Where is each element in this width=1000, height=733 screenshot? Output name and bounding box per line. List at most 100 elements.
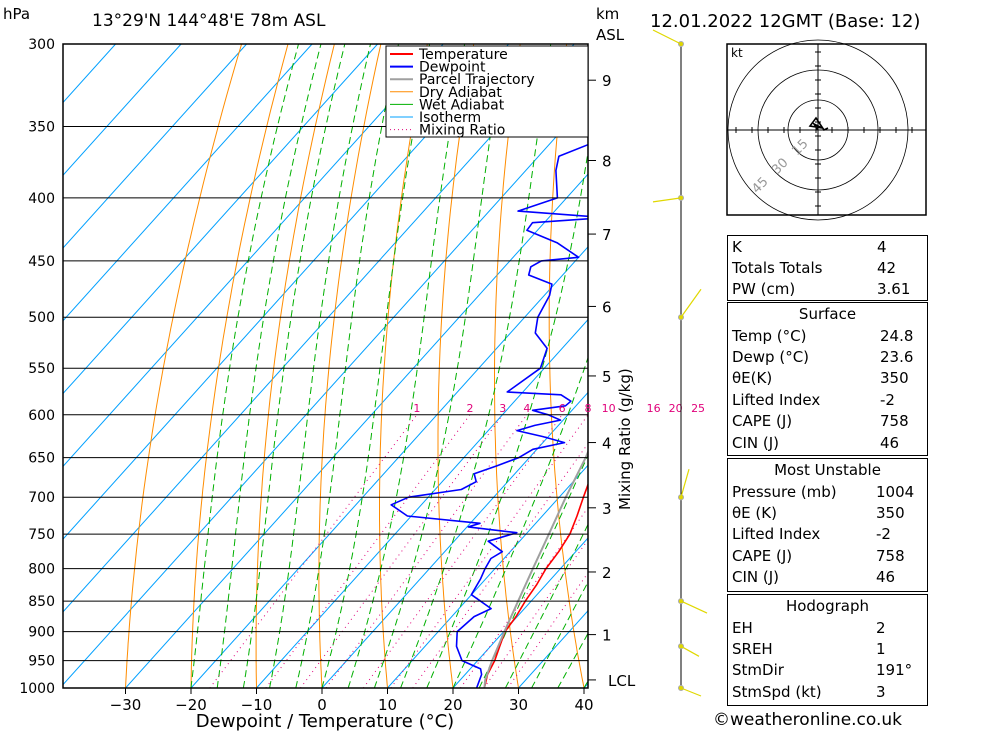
mixing-ratio-line [209, 414, 418, 688]
pressure-tick-label: 850 [28, 594, 55, 610]
km-tick-label: 9 [602, 72, 612, 90]
isotherm-line [63, 44, 509, 540]
hodo-label: EH [732, 618, 753, 637]
wind-barb [680, 600, 708, 614]
pressure-tick-label: 600 [28, 408, 55, 424]
isotherm-line [63, 44, 182, 176]
isotherm-line [63, 44, 575, 613]
isotherm-line [190, 246, 588, 688]
surface-title: Surface [798, 305, 857, 323]
x-tick-label: 20 [443, 696, 462, 714]
mixing-ratio-line [390, 414, 588, 688]
x-tick-label: −10 [241, 696, 273, 714]
km-tick-label: 7 [602, 226, 612, 244]
x-axis-title: Dewpoint / Temperature (°C) [196, 711, 454, 732]
wet-adiabat-line [478, 453, 588, 688]
hodograph-info-table: EH 2 SREH 1 StmDir 191° StmSpd (kt) 3 [728, 617, 927, 703]
km-tick-label: 6 [602, 298, 612, 316]
wind-barb-column [652, 29, 708, 697]
mu-value: -2 [876, 525, 891, 544]
mixing-ratio-label: 2 [466, 402, 473, 415]
dry-adiabat-line [125, 44, 243, 688]
surface-table: Temp (°C) 24.8 Dewp (°C) 23.6 θE(K) 350 Lif… [728, 325, 927, 453]
pressure-tick-label: 700 [28, 490, 55, 506]
most-unstable-table: Pressure (mb) 1004 θE (K) 350 Lifted Index… [728, 481, 927, 588]
pressure-tick-label: 350 [28, 119, 55, 135]
pressure-tick-label: 650 [28, 451, 55, 467]
surface-label: θE(K) [732, 369, 773, 388]
pressure-tick-label: 450 [28, 254, 55, 270]
x-tick-label: 10 [378, 696, 397, 714]
isotherm-line [321, 391, 588, 688]
hodograph-unit: kt [731, 46, 743, 60]
wet-adiabat-line [347, 44, 466, 688]
wind-barb [680, 469, 690, 498]
km-tick-label: 2 [602, 564, 612, 582]
hodo-label: StmDir [732, 661, 784, 680]
isotherm-line [63, 100, 588, 686]
km-tick-label: LCL [608, 672, 636, 690]
pressure-tick-label: 950 [28, 654, 55, 670]
hodograph-info-title: Hodograph [785, 597, 870, 615]
mixing-ratio-label: 25 [691, 402, 705, 415]
mixing-ratio-label: 6 [559, 402, 566, 415]
surface-label: CIN (J) [732, 433, 780, 452]
wind-barb [680, 687, 702, 697]
mixing-ratio-line [362, 414, 563, 688]
mixing-ratio-line [265, 414, 471, 688]
mixing-ratio-label: 20 [669, 402, 683, 415]
pressure-tick-label: 300 [28, 37, 55, 53]
wind-barb [652, 29, 682, 45]
asl-unit-label: ASL [596, 26, 625, 44]
mu-label: θE (K) [732, 504, 777, 523]
km-tick-label: 1 [602, 627, 612, 645]
legend-label: Dewpoint [419, 60, 486, 76]
hodo-label: SREH [732, 640, 773, 659]
pressure-tick-label: 1000 [19, 681, 55, 697]
legend-label: Dry Adiabat [419, 85, 502, 101]
index-row: PW (cm) 3.61 [728, 279, 928, 301]
wind-barb [680, 645, 700, 657]
mixing-ratio-label: 1 [413, 402, 420, 415]
pressure-tick-label: 800 [28, 562, 55, 578]
isotherm-line [256, 318, 588, 688]
isotherm-line [63, 44, 444, 468]
index-value: 42 [877, 259, 897, 278]
pressure-unit-label: hPa [3, 5, 31, 23]
pressure-tick-label: 500 [28, 310, 55, 326]
credit-link[interactable]: ©weatheronline.co.uk [713, 710, 903, 730]
legend-label: Parcel Trajectory [419, 72, 535, 88]
pressure-tick-label: 750 [28, 527, 55, 543]
mixing-ratio-label: 10 [602, 402, 616, 415]
legend-label: Temperature [418, 47, 508, 63]
surface-value: -2 [880, 390, 895, 409]
surface-label: Temp (°C) [732, 326, 807, 345]
x-tick-label: 0 [317, 696, 327, 714]
mixing-ratio-line [300, 414, 504, 688]
index-value: 3.61 [877, 280, 911, 299]
dry-adiabat-line [190, 44, 289, 688]
isotherm-line [387, 464, 588, 688]
surface-label: Lifted Index [732, 390, 821, 409]
x-tick-label: 40 [574, 696, 593, 714]
km-tick-label: 5 [602, 368, 612, 386]
isotherm-line [63, 44, 378, 395]
surface-value: 23.6 [880, 348, 914, 367]
mixing-ratio-line [412, 442, 588, 688]
dry-adiabat-line [654, 44, 716, 688]
temperature-line [483, 482, 588, 688]
km-tick-label: 3 [602, 500, 612, 518]
mixing-ratio-label: 3 [499, 402, 506, 415]
dry-adiabat-line [548, 44, 585, 688]
dewpoint-line [390, 107, 588, 688]
dry-adiabat-line [985, 44, 1000, 688]
surface-value: 350 [880, 369, 909, 388]
wet-adiabat-line [295, 44, 399, 688]
surface-label: Dewp (°C) [732, 348, 810, 367]
mu-value: 758 [876, 546, 905, 565]
mixing-ratio-label: 4 [523, 402, 530, 415]
x-tick-label: −30 [110, 696, 142, 714]
